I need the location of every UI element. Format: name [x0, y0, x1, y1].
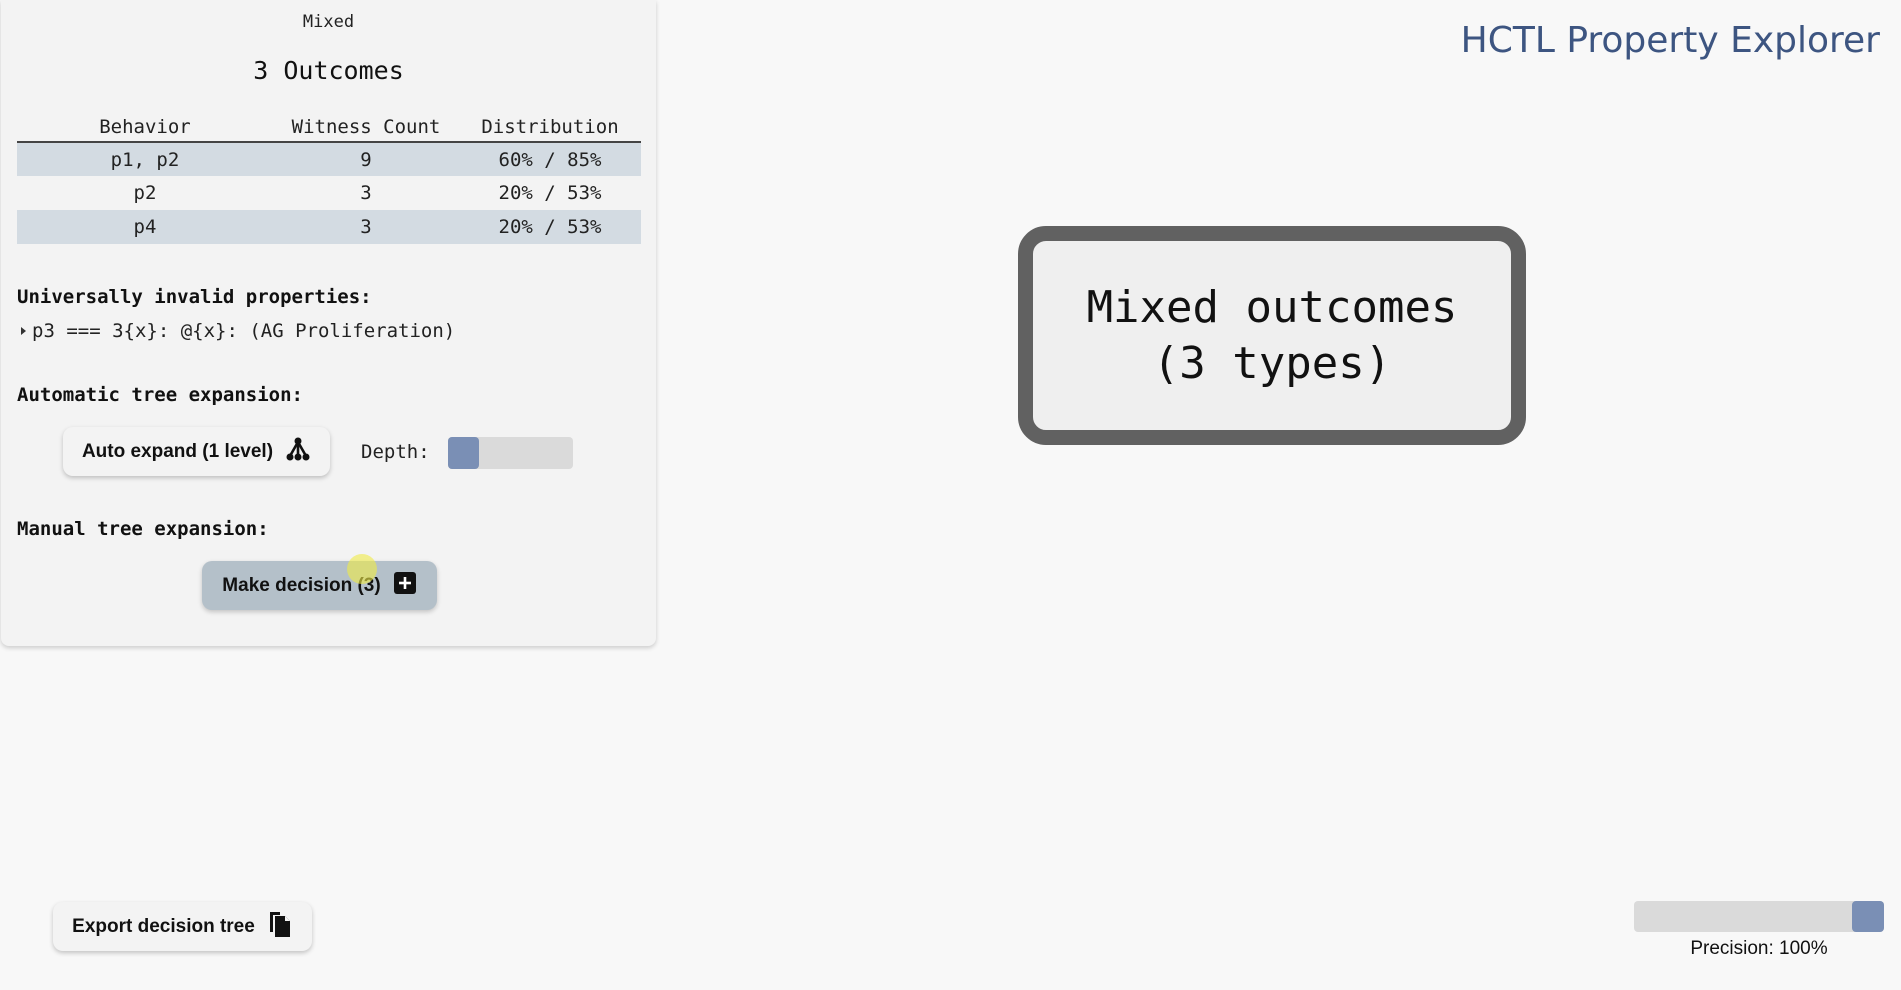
decision-tree-node[interactable]: Mixed outcomes (3 types)	[1018, 226, 1526, 445]
depth-slider-thumb[interactable]	[448, 437, 479, 469]
node-label-line2: (3 types)	[1152, 337, 1392, 389]
precision-slider-thumb[interactable]	[1852, 901, 1884, 932]
precision-label: Precision: 100%	[1690, 938, 1828, 959]
witness-count-cell: 3	[273, 210, 459, 244]
witness-count-cell: 3	[273, 176, 459, 210]
auto-expand-label: Auto expand (1 level)	[81, 440, 274, 462]
invalid-properties-heading: Universally invalid properties:	[17, 286, 372, 308]
app-title: HCTL Property Explorer	[1460, 20, 1880, 61]
node-type-label: Mixed	[302, 12, 355, 32]
column-header-witness-count: Witness Count	[273, 112, 459, 143]
tree-expand-icon	[285, 436, 311, 468]
behavior-cell: p2	[17, 176, 273, 210]
invalid-property-text: p3 === 3{x}: @{x}: (AG Proliferation)	[32, 320, 456, 342]
make-decision-label: Make decision (3)	[222, 574, 381, 596]
expand-triangle-icon	[21, 327, 26, 335]
manual-expansion-heading: Manual tree expansion:	[17, 518, 269, 540]
behavior-cell: p4	[17, 210, 273, 244]
distribution-cell: 60% / 85%	[459, 142, 641, 176]
copy-document-icon	[267, 910, 293, 944]
column-header-distribution: Distribution	[459, 112, 641, 143]
node-detail-panel: Mixed 3 Outcomes Behavior Witness Count …	[1, 0, 656, 646]
outcomes-table: Behavior Witness Count Distribution p1, …	[17, 112, 641, 244]
make-decision-button[interactable]: Make decision (3)	[202, 561, 437, 610]
invalid-property-item[interactable]: p3 === 3{x}: @{x}: (AG Proliferation)	[21, 320, 455, 342]
auto-expansion-heading: Automatic tree expansion:	[17, 384, 303, 406]
depth-label: Depth:	[361, 441, 430, 463]
distribution-cell: 20% / 53%	[459, 210, 641, 244]
precision-slider[interactable]	[1634, 901, 1884, 932]
auto-expand-button[interactable]: Auto expand (1 level)	[63, 427, 330, 476]
outcomes-title: 3 Outcomes	[253, 56, 404, 85]
behavior-cell: p1, p2	[17, 142, 273, 176]
cursor-highlight	[347, 554, 377, 584]
export-decision-tree-button[interactable]: Export decision tree	[53, 902, 312, 951]
witness-count-cell: 9	[273, 142, 459, 176]
plus-square-icon	[393, 571, 417, 601]
export-label: Export decision tree	[72, 915, 255, 937]
column-header-behavior: Behavior	[17, 112, 273, 143]
node-label-line1: Mixed outcomes	[1086, 281, 1458, 333]
distribution-cell: 20% / 53%	[459, 176, 641, 210]
table-row: p1, p2 9 60% / 85%	[17, 142, 641, 176]
table-header-row: Behavior Witness Count Distribution	[17, 112, 641, 143]
table-row: p2 3 20% / 53%	[17, 176, 641, 210]
table-row: p4 3 20% / 53%	[17, 210, 641, 244]
